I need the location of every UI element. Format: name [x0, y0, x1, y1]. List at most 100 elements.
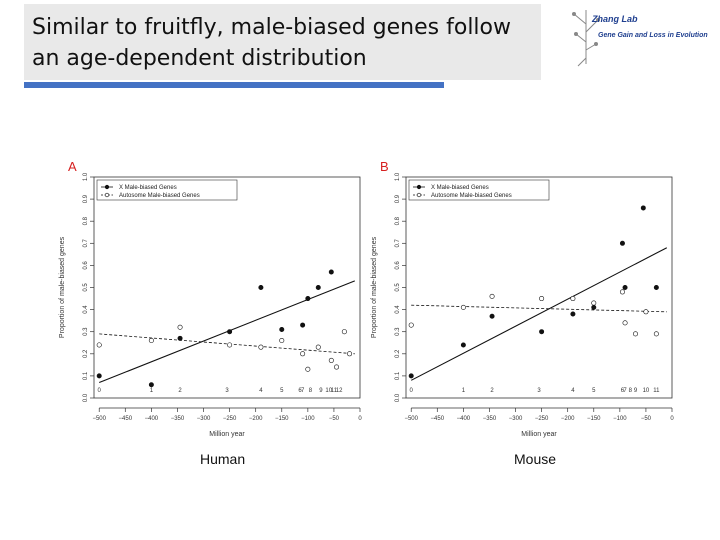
y-tick-label: 0.4: [83, 305, 89, 314]
point-autosome-male-biased: [653, 331, 659, 337]
point-autosome-male-biased: [315, 344, 321, 350]
point-x-male-biased: [653, 285, 659, 291]
legend-entry: Autosome Male-biased Genes: [119, 193, 200, 199]
point-autosome-male-biased: [148, 338, 154, 344]
point-autosome-male-biased: [539, 296, 545, 302]
age-label: 0: [410, 388, 414, 394]
x-tick-label: −400: [457, 416, 471, 422]
point-x-male-biased: [328, 269, 334, 275]
point-autosome-male-biased: [632, 331, 638, 337]
x-tick-label: −100: [301, 416, 315, 422]
point-autosome-male-biased: [489, 293, 495, 299]
point-autosome-male-biased: [408, 322, 414, 328]
age-label: 3: [225, 388, 229, 394]
point-autosome-male-biased: [570, 296, 576, 302]
x-tick-label: 0: [358, 416, 362, 422]
age-label: 12: [336, 388, 343, 394]
point-x-male-biased: [460, 342, 466, 348]
age-label: 9: [319, 388, 323, 394]
chart-b: B0.00.10.20.30.40.50.60.70.80.91.0−500 −4…: [371, 159, 674, 438]
point-autosome-male-biased: [347, 351, 353, 357]
slide-title: Similar to fruitfly, male-biased genes f…: [32, 15, 511, 71]
x-tick-label: −200: [249, 416, 263, 422]
age-label: 11: [653, 388, 660, 394]
trend-line-x: [410, 247, 668, 381]
point-x-male-biased: [570, 311, 576, 317]
point-autosome-male-biased: [643, 309, 649, 315]
plot-frame: [405, 176, 673, 399]
point-x-male-biased: [258, 285, 264, 291]
x-tick-label: −200: [561, 416, 575, 422]
caption-human: Human: [200, 451, 246, 467]
y-axis-label: Proportion of male-biased genes: [371, 236, 378, 338]
point-x-male-biased: [148, 382, 154, 388]
legend-box: [96, 179, 238, 201]
point-x-male-biased: [408, 373, 414, 379]
trend-line-autosome: [411, 304, 667, 313]
x-tick-label: −500: [404, 416, 418, 422]
title-box: Similar to fruitfly, male-biased genes f…: [24, 4, 541, 80]
point-autosome-male-biased: [334, 364, 340, 370]
trend-line-autosome: [99, 333, 355, 355]
y-tick-label: 0.0: [83, 393, 89, 402]
y-tick-label: 0.3: [395, 327, 401, 336]
panel-label: A: [68, 159, 77, 174]
age-label: 7: [623, 388, 627, 394]
point-x-male-biased: [177, 335, 183, 341]
caption-mouse: Mouse: [514, 451, 557, 467]
age-label: 3: [537, 388, 541, 394]
age-label: 2: [178, 388, 182, 394]
y-tick-label: 0.5: [83, 283, 89, 292]
x-tick-label: −100: [613, 416, 627, 422]
y-tick-label: 0.6: [83, 261, 89, 270]
y-tick-label: 0.3: [83, 327, 89, 336]
x-tick-label: −500: [92, 416, 106, 422]
x-tick-label: −300: [197, 416, 211, 422]
panel-label: B: [380, 159, 389, 174]
point-autosome-male-biased: [328, 357, 334, 363]
x-tick-label: −300: [509, 416, 523, 422]
point-autosome-male-biased: [227, 342, 233, 348]
point-x-male-biased: [300, 322, 306, 328]
age-label: 10: [643, 388, 650, 394]
y-tick-label: 0.9: [395, 194, 401, 203]
legend-marker: [104, 192, 110, 198]
point-autosome-male-biased: [591, 300, 597, 306]
x-tick-label: −250: [535, 416, 549, 422]
legend-entry: Autosome Male-biased Genes: [431, 193, 512, 199]
y-tick-label: 0.1: [83, 371, 89, 380]
y-tick-label: 0.5: [395, 283, 401, 292]
chart-a: A0.00.10.20.30.40.50.60.70.80.91.0−500 −4…: [59, 159, 362, 438]
y-tick-label: 1.0: [83, 172, 89, 181]
age-label: 8: [629, 388, 633, 394]
y-tick-label: 0.7: [395, 238, 401, 247]
point-x-male-biased: [591, 304, 597, 310]
point-autosome-male-biased: [96, 342, 102, 348]
age-label: 0: [98, 388, 102, 394]
point-x-male-biased: [227, 329, 233, 335]
age-label: 4: [259, 388, 263, 394]
point-autosome-male-biased: [305, 366, 311, 372]
y-tick-label: 0.2: [83, 349, 89, 358]
title-underline: [24, 82, 444, 88]
legend-box: [408, 179, 550, 201]
y-tick-label: 0.7: [83, 238, 89, 247]
point-autosome-male-biased: [177, 324, 183, 330]
y-tick-label: 0.6: [395, 261, 401, 270]
y-tick-label: 0.9: [83, 194, 89, 203]
age-label: 7: [301, 388, 305, 394]
point-autosome-male-biased: [619, 289, 625, 295]
age-label: 6: [621, 388, 625, 394]
point-autosome-male-biased: [341, 329, 347, 335]
y-axis-label: Proportion of male-biased genes: [59, 236, 66, 338]
logo-subtitle: Gene Gain and Loss in Evolution: [598, 32, 708, 39]
y-tick-label: 0.8: [83, 216, 89, 225]
point-x-male-biased: [539, 329, 545, 335]
age-label: 1: [462, 388, 466, 394]
point-x-male-biased: [96, 373, 102, 379]
point-autosome-male-biased: [460, 304, 466, 310]
x-tick-label: 0: [670, 416, 674, 422]
point-x-male-biased: [640, 205, 646, 211]
y-tick-label: 0.4: [395, 305, 401, 314]
age-label: 4: [571, 388, 575, 394]
